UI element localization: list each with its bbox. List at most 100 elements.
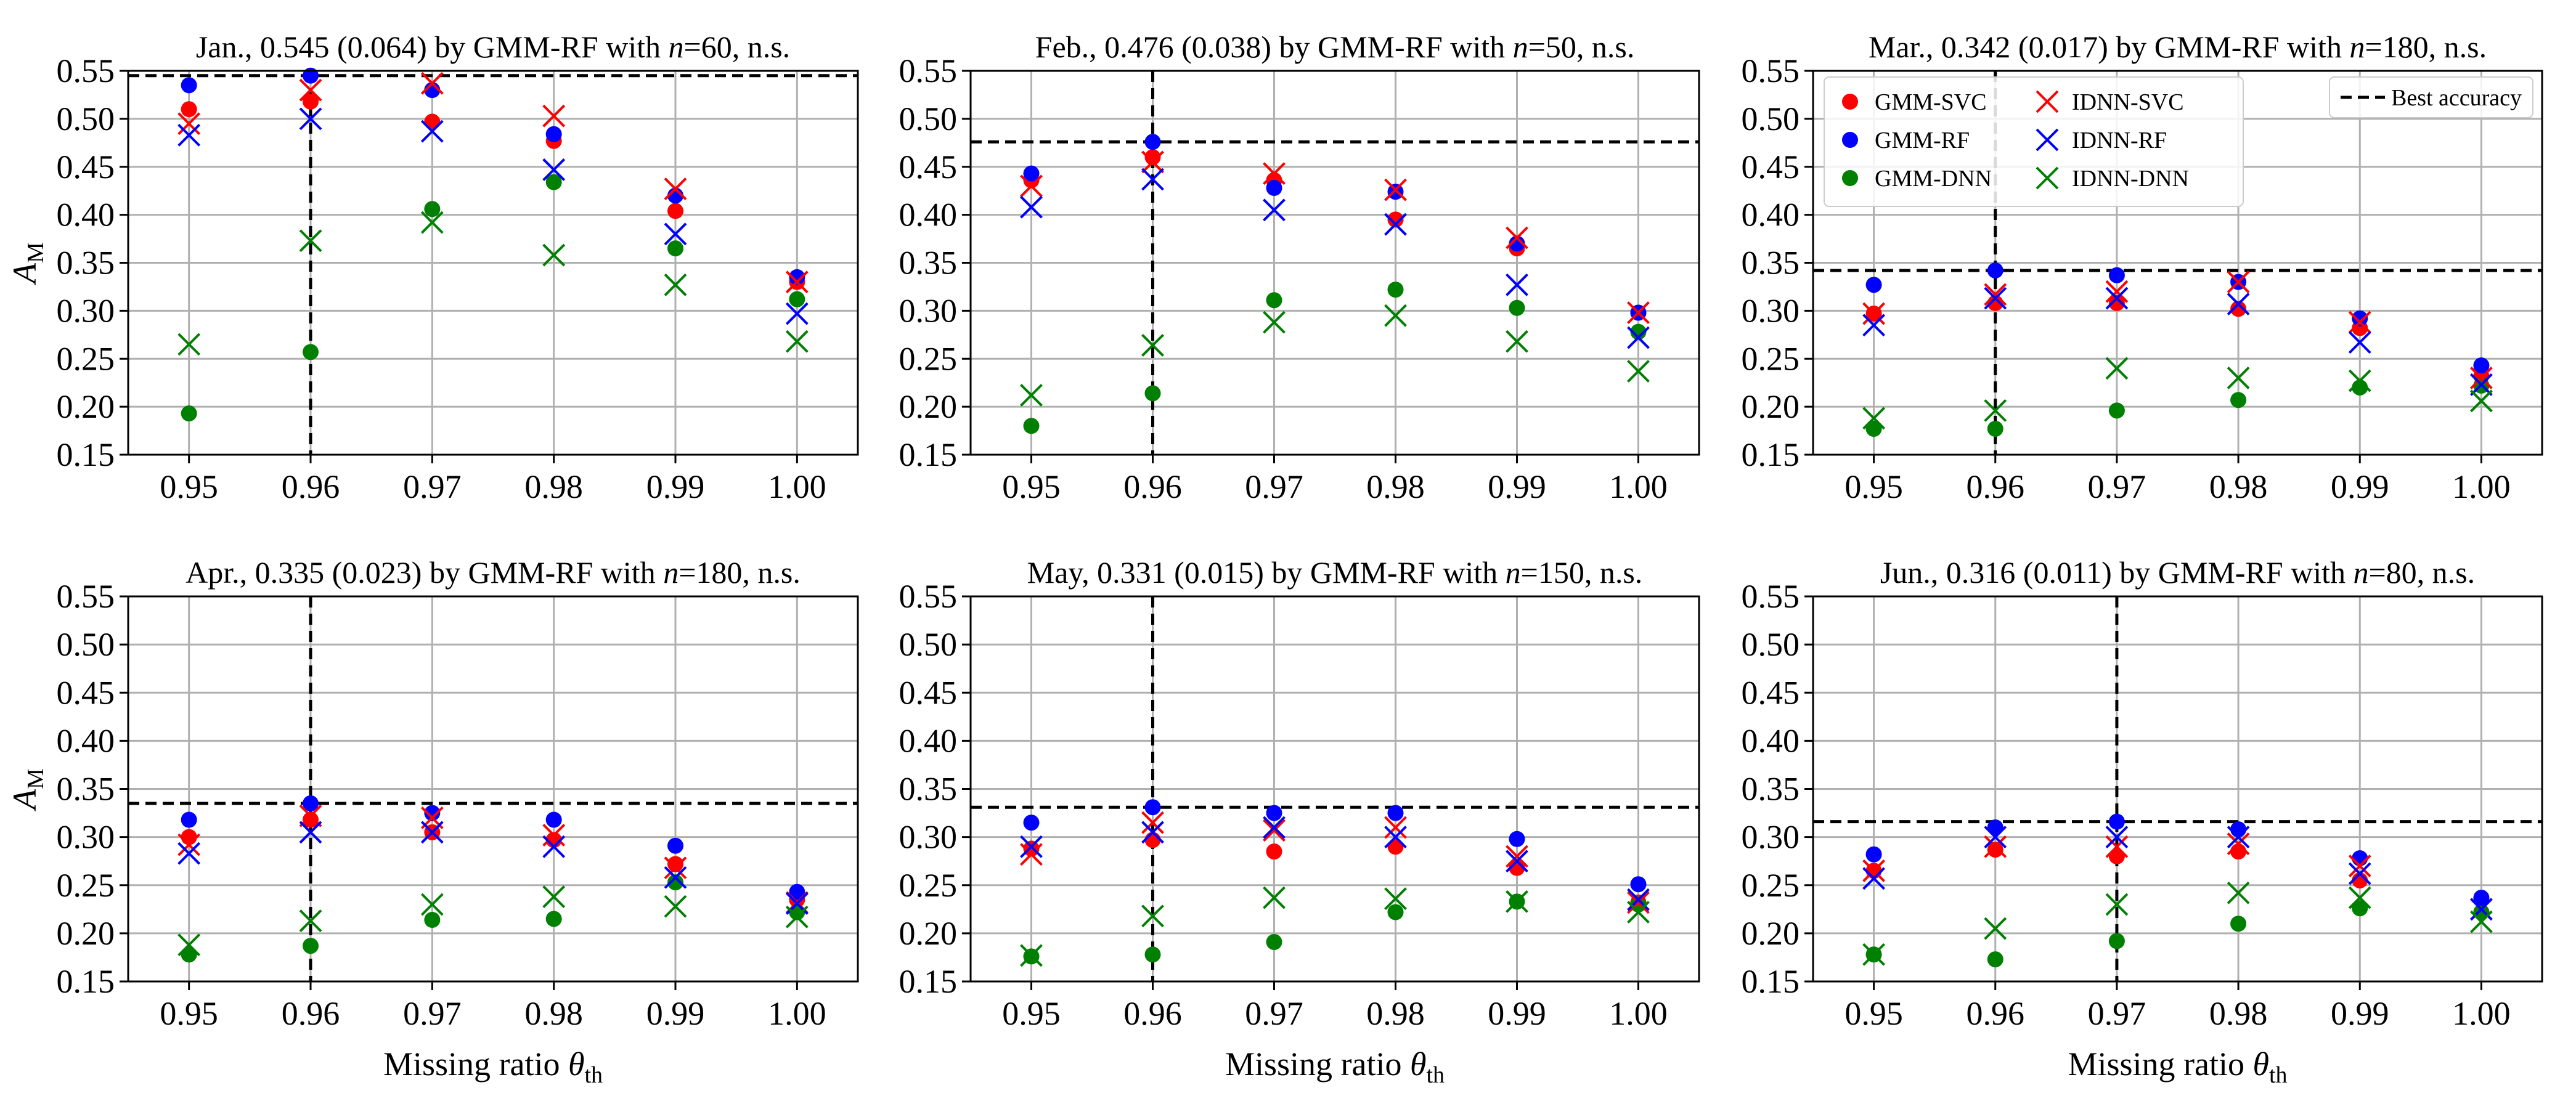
point-idnn-svc-0.99 <box>664 177 687 200</box>
point-idnn-svc-0.95 <box>177 833 201 856</box>
point-gmm-rf-0.95 <box>1865 277 1882 293</box>
point-gmm-rf-0.98 <box>2230 821 2247 838</box>
title-text: Apr., 0.335 (0.023) by GMM-RF with <box>185 555 663 590</box>
point-idnn-rf-0.99 <box>1506 850 1528 873</box>
point-idnn-svc-0.95 <box>177 112 201 136</box>
y-tick-label: 0.50 <box>1742 626 1800 663</box>
panel-5: 0.15 0.20 0.25 0.30 0.35 0.40 0.45 0.50 0.55 0.95… <box>899 555 1700 1088</box>
point-gmm-svc-0.96 <box>303 93 319 110</box>
point-gmm-rf-1.00 <box>2473 357 2490 374</box>
y-tick-label: 0.40 <box>57 197 115 234</box>
x-tick-label: 0.96 <box>282 995 340 1032</box>
x-tick-label: 0.99 <box>2331 995 2389 1032</box>
point-idnn-dnn-0.95 <box>1020 944 1043 967</box>
point-idnn-svc-0.95 <box>1020 843 1043 866</box>
point-gmm-dnn-0.97 <box>1266 292 1282 309</box>
point-idnn-dnn-0.96 <box>1141 334 1164 357</box>
y-tick-label: 0.30 <box>1742 292 1800 329</box>
point-gmm-svc-0.96 <box>1144 149 1161 166</box>
point-idnn-dnn-0.98 <box>2227 881 2250 904</box>
x-tick-label: 0.97 <box>1245 995 1303 1032</box>
x-tick-label: 0.98 <box>524 468 583 505</box>
point-idnn-rf-1.00 <box>2470 373 2493 396</box>
point-gmm-rf-0.99 <box>1509 235 1525 252</box>
point-idnn-dnn-0.97 <box>2105 893 2129 916</box>
point-gmm-rf-0.98 <box>545 126 562 142</box>
point-gmm-svc-0.99 <box>667 203 683 219</box>
point-gmm-dnn-0.96 <box>1144 385 1161 402</box>
point-idnn-svc-0.97 <box>420 71 444 95</box>
x-label-var: θ <box>568 1046 585 1083</box>
point-idnn-dnn-0.96 <box>1984 917 2007 940</box>
y-tick-label: 0.30 <box>1742 819 1800 856</box>
point-idnn-rf-0.96 <box>299 107 322 131</box>
point-idnn-svc-0.99 <box>664 856 687 880</box>
point-idnn-svc-0.97 <box>1263 162 1286 185</box>
point-gmm-dnn-0.99 <box>667 240 683 257</box>
point-gmm-svc-0.98 <box>1387 211 1404 228</box>
x-tick-label: 0.99 <box>1488 995 1546 1032</box>
point-idnn-svc-1.00 <box>785 270 809 294</box>
x-tick-label: 0.96 <box>1123 995 1182 1032</box>
x-tick-label: 0.97 <box>403 995 462 1032</box>
title-text: Jun., 0.316 (0.011) by GMM-RF with <box>1880 555 2354 590</box>
x-tick-label: 0.98 <box>1366 468 1425 505</box>
y-tick-label: 0.25 <box>1742 867 1800 904</box>
point-idnn-dnn-0.99 <box>664 273 687 296</box>
y-tick-label: 0.40 <box>57 722 115 759</box>
point-gmm-rf-0.99 <box>1509 831 1525 847</box>
panel-title: Feb., 0.476 (0.038) by GMM-RF with n=50,… <box>1035 30 1635 64</box>
point-idnn-dnn-1.00 <box>785 905 809 928</box>
y-label-sub: M <box>23 242 49 263</box>
point-idnn-dnn-0.99 <box>2348 369 2371 392</box>
y-tick-label: 0.35 <box>899 771 958 808</box>
point-idnn-rf-0.97 <box>2105 826 2129 849</box>
point-gmm-rf-0.96 <box>303 795 319 811</box>
y-tick-label: 0.55 <box>57 578 115 615</box>
point-gmm-dnn-1.00 <box>1630 323 1647 340</box>
panel-title: Jan., 0.545 (0.064) by GMM-RF with n=60,… <box>196 30 790 64</box>
point-idnn-svc-0.95 <box>1862 859 1885 882</box>
point-idnn-dnn-0.97 <box>1263 311 1286 334</box>
title-text: May, 0.331 (0.015) by GMM-RF with <box>1027 555 1506 590</box>
x-label-sub: th <box>2269 1062 2288 1088</box>
point-idnn-rf-1.00 <box>1627 326 1650 349</box>
point-idnn-rf-0.99 <box>664 222 687 246</box>
legend-marker-gmm-svc <box>1842 94 1858 110</box>
point-idnn-dnn-0.95 <box>1862 943 1885 966</box>
point-gmm-rf-0.96 <box>1144 134 1161 150</box>
point-idnn-svc-0.96 <box>299 78 322 102</box>
point-idnn-svc-1.00 <box>1627 301 1650 324</box>
y-tick-label: 0.45 <box>899 148 958 185</box>
point-idnn-dnn-0.97 <box>420 211 444 234</box>
point-idnn-rf-0.99 <box>664 866 687 889</box>
point-idnn-dnn-0.96 <box>299 229 322 253</box>
y-tick-label: 0.55 <box>899 52 958 89</box>
x-tick-label: 0.95 <box>1844 468 1903 505</box>
y-tick-label: 0.55 <box>1742 578 1800 615</box>
point-idnn-svc-1.00 <box>2470 366 2493 389</box>
y-label-sub: M <box>23 768 49 789</box>
panel-title: May, 0.331 (0.015) by GMM-RF with n=150,… <box>1027 555 1643 590</box>
x-label-sub: th <box>1426 1062 1445 1088</box>
y-axis-label: AM <box>6 768 49 811</box>
point-gmm-svc-0.95 <box>1023 840 1040 857</box>
y-tick-label: 0.55 <box>1742 52 1800 89</box>
point-gmm-dnn-0.96 <box>1987 420 2003 437</box>
x-tick-label: 0.98 <box>524 995 583 1032</box>
x-tick-label: 1.00 <box>1609 468 1668 505</box>
y-tick-label: 0.50 <box>57 100 115 137</box>
y-tick-label: 0.50 <box>57 626 115 663</box>
point-gmm-dnn-0.98 <box>545 911 562 927</box>
point-idnn-rf-0.97 <box>420 821 444 844</box>
point-idnn-dnn-0.98 <box>542 885 566 908</box>
x-label-sub: th <box>584 1062 603 1088</box>
point-idnn-dnn-0.99 <box>1506 330 1528 353</box>
title-var: n <box>1506 555 1521 590</box>
y-tick-label: 0.25 <box>899 867 958 904</box>
point-gmm-dnn-0.98 <box>1387 904 1404 920</box>
point-idnn-rf-1.00 <box>785 302 809 325</box>
point-idnn-svc-1.00 <box>1627 891 1650 914</box>
legend-marker-idnn-rf <box>2036 128 2059 152</box>
